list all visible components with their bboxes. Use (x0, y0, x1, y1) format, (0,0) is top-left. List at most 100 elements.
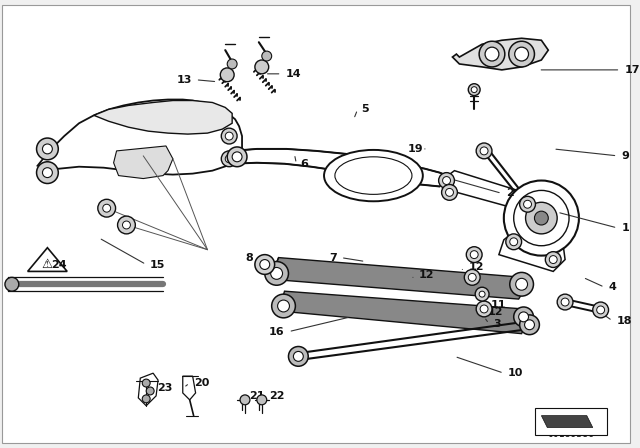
Circle shape (103, 204, 111, 212)
Text: 20: 20 (194, 378, 209, 388)
Polygon shape (138, 373, 158, 406)
Circle shape (227, 59, 237, 69)
Circle shape (467, 247, 482, 263)
Polygon shape (183, 376, 196, 400)
Circle shape (271, 294, 296, 318)
Circle shape (5, 277, 19, 291)
Circle shape (464, 269, 480, 285)
Circle shape (221, 151, 237, 167)
Circle shape (476, 301, 492, 317)
Polygon shape (536, 408, 607, 435)
Text: 12: 12 (488, 307, 504, 317)
Circle shape (515, 47, 529, 61)
Circle shape (257, 395, 267, 405)
Text: 12: 12 (468, 263, 484, 272)
Circle shape (545, 252, 561, 267)
Text: 2: 2 (506, 188, 513, 198)
Polygon shape (232, 149, 449, 186)
Circle shape (445, 189, 454, 196)
Circle shape (509, 238, 518, 246)
Text: 19: 19 (408, 144, 424, 154)
Text: 1: 1 (621, 223, 629, 233)
Text: 16: 16 (269, 327, 285, 337)
Circle shape (509, 41, 534, 67)
Circle shape (260, 259, 269, 269)
Circle shape (561, 298, 569, 306)
Circle shape (534, 211, 548, 225)
Circle shape (289, 346, 308, 366)
Polygon shape (38, 99, 242, 175)
Circle shape (593, 302, 609, 318)
Text: 21: 21 (249, 391, 264, 401)
Circle shape (122, 221, 131, 229)
Polygon shape (28, 248, 67, 271)
Text: ⚠: ⚠ (42, 258, 53, 271)
Polygon shape (271, 258, 524, 299)
Circle shape (524, 200, 531, 208)
Circle shape (525, 202, 557, 234)
Text: 11: 11 (491, 300, 506, 310)
Circle shape (293, 351, 303, 362)
Circle shape (225, 132, 233, 140)
Circle shape (471, 86, 477, 93)
Circle shape (221, 128, 237, 144)
Circle shape (525, 320, 534, 330)
Polygon shape (443, 171, 538, 212)
Circle shape (485, 47, 499, 61)
Polygon shape (94, 100, 232, 134)
Polygon shape (114, 146, 173, 179)
Circle shape (476, 143, 492, 159)
Circle shape (278, 300, 289, 312)
Circle shape (438, 172, 454, 189)
Circle shape (142, 395, 150, 403)
Circle shape (146, 387, 154, 395)
Text: 8: 8 (245, 253, 253, 263)
Text: 15: 15 (150, 259, 166, 270)
Circle shape (518, 312, 529, 322)
Circle shape (118, 216, 135, 234)
Circle shape (42, 168, 52, 177)
Circle shape (504, 181, 579, 256)
Circle shape (506, 234, 522, 250)
Polygon shape (452, 38, 548, 70)
Circle shape (232, 152, 242, 162)
Circle shape (516, 278, 527, 290)
Text: 14: 14 (285, 69, 301, 79)
Circle shape (520, 315, 540, 335)
Circle shape (227, 147, 247, 167)
Circle shape (240, 395, 250, 405)
Text: 3: 3 (493, 319, 500, 329)
Text: 10: 10 (508, 368, 523, 378)
Circle shape (271, 267, 282, 279)
Circle shape (98, 199, 116, 217)
Text: 9: 9 (621, 151, 629, 161)
Text: 00189386: 00189386 (547, 430, 595, 439)
Circle shape (549, 256, 557, 263)
Circle shape (443, 177, 451, 185)
Circle shape (475, 287, 489, 301)
Circle shape (36, 162, 58, 184)
Circle shape (225, 155, 233, 163)
Text: 7: 7 (329, 253, 337, 263)
Circle shape (442, 185, 458, 200)
Circle shape (479, 41, 505, 67)
Circle shape (142, 379, 150, 387)
Polygon shape (278, 291, 525, 334)
Circle shape (468, 273, 476, 281)
Circle shape (470, 251, 478, 258)
Text: 12: 12 (419, 271, 435, 280)
Circle shape (557, 294, 573, 310)
Circle shape (509, 272, 534, 296)
Circle shape (596, 306, 605, 314)
Text: 13: 13 (176, 75, 191, 85)
Circle shape (480, 305, 488, 313)
Text: 4: 4 (609, 282, 616, 292)
Circle shape (468, 84, 480, 95)
Polygon shape (541, 416, 593, 427)
Text: 17: 17 (625, 65, 640, 75)
Circle shape (480, 147, 488, 155)
Circle shape (255, 254, 275, 274)
Circle shape (514, 307, 534, 327)
Circle shape (42, 144, 52, 154)
Circle shape (265, 262, 289, 285)
